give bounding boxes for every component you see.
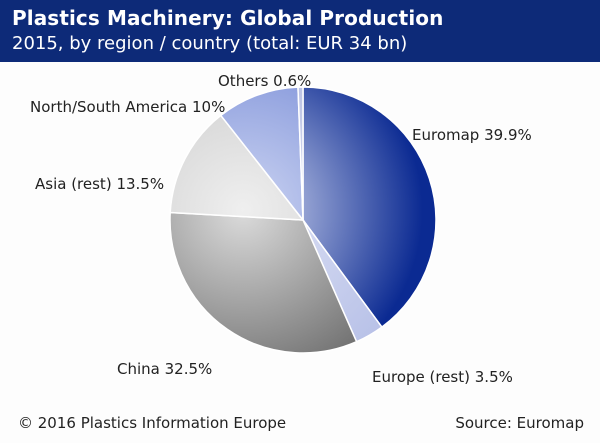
chart-subtitle: 2015, by region / country (total: EUR 34… [12,33,408,54]
pie-slice [169,211,358,354]
pie-slice [219,86,304,223]
pie-slice [297,86,304,221]
pie-chart: Euromap 39.9% Europe (rest) 3.5% China 32.… [30,72,532,386]
source-text: Source: Euromap [455,414,584,432]
slice-label: Euromap 39.9% [412,126,532,144]
chart-title: Plastics Machinery: Global Production [12,6,444,30]
slice-label: China 32.5% [117,360,212,378]
slice-label: North/South America 10% [30,98,225,116]
copyright-text: © 2016 Plastics Information Europe [18,414,287,432]
slice-label: Others 0.6% [218,72,311,90]
pie-slice [169,114,305,221]
pie-slice [302,86,437,329]
slice-label: Europe (rest) 3.5% [372,368,513,386]
slice-label: Asia (rest) 13.5% [35,175,164,193]
chart-header: Plastics Machinery: Global Production 20… [0,0,600,62]
